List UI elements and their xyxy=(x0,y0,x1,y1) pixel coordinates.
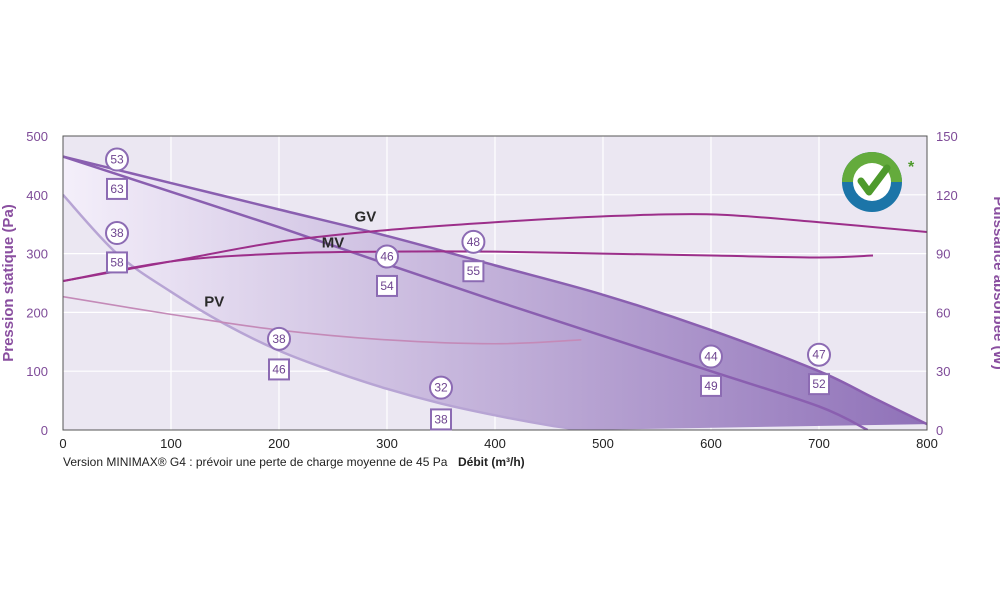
footnote: Version MINIMAX® G4 : prévoir une perte … xyxy=(63,455,448,469)
power-curve-mv xyxy=(63,250,874,283)
circle-marker-shape xyxy=(807,342,831,367)
y-left-tick-label: 400 xyxy=(26,188,48,203)
y-right-label: Puissance absorbée (W) xyxy=(990,196,1000,369)
pressure-curve-pv xyxy=(63,193,582,430)
square-marker-shape xyxy=(808,373,830,396)
circle-marker-shape xyxy=(461,229,486,254)
curve-labels: GV MV PV xyxy=(204,208,376,310)
square-marker: 63 xyxy=(106,177,128,200)
marker-value: 52 xyxy=(812,377,826,391)
circle-marker: 46 xyxy=(375,244,399,269)
square-marker-shape xyxy=(462,260,485,283)
circle-marker-shape xyxy=(105,147,129,172)
curve-label-pv: PV xyxy=(204,294,224,311)
circle-marker: 38 xyxy=(105,221,129,246)
y-right-tick-label: 90 xyxy=(936,247,950,262)
marker-value: 58 xyxy=(110,255,124,269)
square-marker-shape xyxy=(700,374,722,397)
square-marker: 38 xyxy=(430,408,452,431)
curve-label-gv: GV xyxy=(355,208,377,225)
x-axis-label: Débit (m³/h) xyxy=(458,455,525,469)
y-left-tick-label: 100 xyxy=(26,364,48,379)
marker-value: 32 xyxy=(434,381,448,395)
square-marker: 49 xyxy=(700,374,722,397)
square-marker: 46 xyxy=(268,358,290,381)
y-right-tick-label: 0 xyxy=(936,423,943,438)
marker-value: 38 xyxy=(434,412,448,426)
x-tick-label: 300 xyxy=(376,436,398,451)
y-left-label: Pression statique (Pa) xyxy=(0,204,17,362)
square-marker: 52 xyxy=(808,373,830,396)
y-right-tick-label: 30 xyxy=(936,364,950,379)
plot-frame xyxy=(62,135,928,431)
data-markers: 53 63 38 58 46 54 48 55 38 46 32 38 44 49 47 52 xyxy=(105,147,831,431)
marker-value: 38 xyxy=(110,226,124,240)
circle-marker-shape xyxy=(375,244,399,269)
y-left-tick-label: 0 xyxy=(41,423,48,438)
marker-value: 46 xyxy=(380,250,394,264)
square-marker-shape xyxy=(268,358,290,381)
square-marker-shape xyxy=(106,251,128,274)
square-marker: 58 xyxy=(106,251,128,274)
circle-marker: 44 xyxy=(699,344,723,369)
marker-value: 46 xyxy=(272,362,286,376)
y-left-tick-label: 500 xyxy=(26,129,48,144)
y-left-tick-label: 300 xyxy=(26,247,48,262)
marker-value: 54 xyxy=(380,279,394,293)
axis-ticks: 0 100 200 300 400 500 600 700 800010020030040050… xyxy=(26,129,957,451)
y-right-tick-label: 150 xyxy=(936,129,958,144)
circle-marker-shape xyxy=(429,375,453,400)
circle-marker: 53 xyxy=(105,147,129,172)
logo-asterisk: * xyxy=(908,159,915,176)
square-marker-shape xyxy=(106,177,128,200)
power-curve-gv xyxy=(63,213,927,283)
y-right-tick-label: 60 xyxy=(936,305,950,320)
circle-marker: 38 xyxy=(267,326,291,351)
power-curve-pv xyxy=(63,295,582,345)
circle-marker: 32 xyxy=(429,375,453,400)
circle-marker: 48 xyxy=(461,229,486,254)
marker-value: 49 xyxy=(704,379,718,393)
marker-value: 63 xyxy=(110,182,124,196)
square-marker: 54 xyxy=(376,274,398,297)
marker-value: 47 xyxy=(812,348,826,362)
marker-value: 44 xyxy=(704,350,718,364)
square-marker-shape xyxy=(376,274,398,297)
marker-value: 55 xyxy=(467,264,481,278)
square-marker: 55 xyxy=(462,260,485,283)
marker-value: 53 xyxy=(110,153,124,167)
x-tick-label: 100 xyxy=(160,436,182,451)
x-tick-label: 500 xyxy=(592,436,614,451)
x-tick-label: 600 xyxy=(700,436,722,451)
circle-marker: 47 xyxy=(807,342,831,367)
x-tick-label: 400 xyxy=(484,436,506,451)
pressure-curve-mv xyxy=(63,155,869,430)
circle-marker-shape xyxy=(105,221,129,246)
x-tick-label: 0 xyxy=(59,436,66,451)
x-tick-label: 800 xyxy=(916,436,938,451)
curve-label-mv: MV xyxy=(322,235,345,252)
checkmark-badge-icon xyxy=(842,152,902,212)
x-tick-label: 200 xyxy=(268,436,290,451)
circle-marker-shape xyxy=(699,344,723,369)
x-tick-label: 700 xyxy=(808,436,830,451)
y-left-tick-label: 200 xyxy=(26,305,48,320)
marker-value: 38 xyxy=(272,332,286,346)
marker-value: 48 xyxy=(467,235,481,249)
square-marker-shape xyxy=(430,408,452,431)
circle-marker-shape xyxy=(267,326,291,351)
y-right-tick-label: 120 xyxy=(936,188,958,203)
